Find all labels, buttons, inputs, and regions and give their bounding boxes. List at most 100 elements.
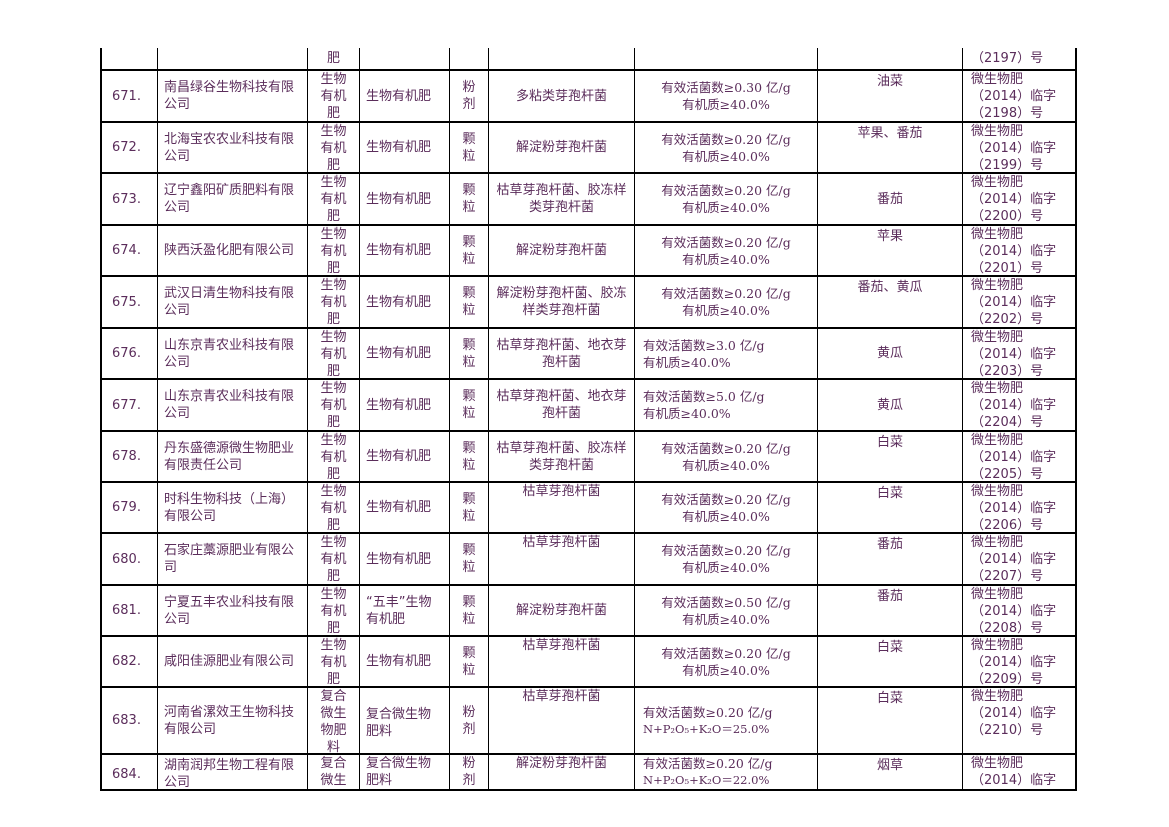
table-row: 679. 时科生物科技（上海）有限公司 生物有机肥 生物有机肥 颗粒 枯草芽孢杆菌 有效活菌… — [100, 481, 1077, 532]
product-type-cell: 生物有机肥 — [307, 277, 359, 327]
certificate-line: 微生物肥 — [971, 72, 1024, 87]
certificate-line: （2014）临字 — [971, 552, 1057, 567]
certificate-line: （2014）临字 — [971, 501, 1057, 516]
row-number: 682. — [112, 654, 141, 669]
strain: 解淀粉芽孢杆菌、胶冻样类芽孢杆菌 — [496, 286, 627, 318]
technical-spec-line: 有效活菌数≥0.20 亿/g — [661, 645, 791, 661]
certificate-line: （2210）号 — [971, 723, 1044, 738]
strain-cell: 枯草芽孢杆菌、胶冻样类芽孢杆菌 — [488, 174, 634, 224]
technical-spec-cell: 有效活菌数≥0.20 亿/g 有机质≥40.0% — [634, 174, 817, 224]
product-form: 颗粒 — [462, 645, 476, 678]
applicable-crop-cell: 白菜 — [817, 483, 962, 532]
row-number-cell: 681. — [100, 586, 157, 635]
certificate-number-cell: 微生物肥 （2014）临字 — [962, 755, 1077, 789]
certificate-number-cell: 微生物肥 （2014）临字 （2205）号 — [962, 432, 1077, 481]
certificate-number-cell: 微生物肥 （2014）临字 （2201）号 — [962, 226, 1077, 275]
certificate-number-cell: 微生物肥 （2014）临字 （2206）号 — [962, 483, 1077, 532]
strain-cell: 枯草芽孢杆菌、地衣芽孢杆菌 — [488, 380, 634, 430]
product-form-cell: 粉剂 — [449, 688, 488, 753]
strain-cell: 枯草芽孢杆菌 — [488, 534, 634, 584]
row-number: 676. — [112, 346, 141, 361]
product-form-cell: 颗粒 — [449, 123, 488, 172]
certificate-number-cell: 微生物肥 （2014）临字 （2207）号 — [962, 534, 1077, 584]
technical-spec-line: 有效活菌数≥0.20 亿/g — [661, 234, 791, 250]
technical-spec-cell: 有效活菌数≥0.20 亿/g 有机质≥40.0% — [634, 432, 817, 481]
technical-spec-line: 有机质≥40.0% — [682, 662, 770, 678]
row-number-cell: 677. — [100, 380, 157, 430]
product-form-cell: 颗粒 — [449, 174, 488, 224]
product-name: 生物有机肥 — [366, 500, 432, 515]
product-name: “五丰”生物有机肥 — [366, 594, 432, 627]
strain-cell: 解淀粉芽孢杆菌 — [488, 755, 634, 789]
row-number: 672. — [112, 140, 141, 155]
product-name: 生物有机肥 — [366, 654, 432, 669]
table-row: 682. 咸阳佳源肥业有限公司 生物有机肥 生物有机肥 颗粒 枯草芽孢杆菌 有效活菌数≥0.… — [100, 635, 1077, 686]
product-form: 颗粒 — [462, 594, 476, 627]
technical-spec-line: 有效活菌数≥0.20 亿/g — [661, 183, 791, 198]
product-type-cell: 生物有机肥 — [307, 432, 359, 481]
row-number-cell — [100, 48, 157, 69]
certificate-line: （2014）临字 — [971, 192, 1057, 207]
technical-spec-line: 有效活菌数≥0.20 亿/g — [661, 491, 791, 507]
company-name: 石家庄藁源肥业有限公司 — [164, 543, 295, 575]
product-type-cell: 复合微生物肥料 — [307, 688, 359, 753]
strain-cell: 解淀粉芽孢杆菌、胶冻样类芽孢杆菌 — [488, 277, 634, 327]
row-number-cell: 671. — [100, 71, 157, 121]
certificate-tail: （2197）号 — [971, 51, 1044, 66]
applicable-crop-cell: 黄瓜 — [817, 329, 962, 378]
technical-spec-line: 有机质≥40.0% — [682, 611, 770, 627]
product-name-cell: 生物有机肥 — [359, 226, 449, 275]
company-name-cell: 咸阳佳源肥业有限公司 — [157, 637, 307, 686]
product-name-cell: 生物有机肥 — [359, 123, 449, 172]
product-type: 生物有机肥 — [320, 330, 347, 378]
technical-spec-cell: 有效活菌数≥0.50 亿/g 有机质≥40.0% — [634, 586, 817, 635]
company-name: 武汉日清生物科技有限公司 — [164, 286, 295, 318]
product-type: 生物有机肥 — [320, 278, 347, 327]
applicable-crop-cell: 油菜 — [817, 71, 962, 121]
technical-spec-line: 有机质≥40.0% — [682, 457, 770, 473]
row-number-cell: 683. — [100, 688, 157, 753]
certificate-line: 微生物肥 — [971, 484, 1024, 499]
product-form-cell — [449, 48, 488, 69]
company-name-cell: 时科生物科技（上海）有限公司 — [157, 483, 307, 532]
technical-spec-line: 有效活菌数≥3.0 亿/g — [643, 337, 765, 353]
product-name-cell: 生物有机肥 — [359, 534, 449, 584]
product-name: 生物有机肥 — [366, 449, 432, 464]
certificate-line: 微生物肥 — [971, 433, 1024, 448]
applicable-crop: 白菜 — [876, 691, 903, 706]
certificate-line: （2014）临字 — [971, 773, 1057, 788]
applicable-crop-cell: 番茄 — [817, 174, 962, 224]
technical-spec-cell: 有效活菌数≥0.20 亿/g N+P₂O₅+K₂O＝25.0% — [634, 688, 817, 753]
strain-cell: 枯草芽孢杆菌 — [488, 637, 634, 686]
strain-cell — [488, 48, 634, 69]
certificate-number-cell: 微生物肥 （2014）临字 （2204）号 — [962, 380, 1077, 430]
product-type-cell: 生物有机肥 — [307, 586, 359, 635]
company-name: 丹东盛德源微生物肥业有限责任公司 — [164, 440, 295, 473]
technical-spec-cell: 有效活菌数≥0.20 亿/g 有机质≥40.0% — [634, 226, 817, 275]
technical-spec-line: 有效活菌数≥0.30 亿/g — [661, 80, 791, 95]
applicable-crop-cell: 番茄 — [817, 534, 962, 584]
technical-spec-line: 有机质≥40.0% — [682, 251, 770, 267]
technical-spec-cell: 有效活菌数≥0.30 亿/g 有机质≥40.0% — [634, 71, 817, 121]
technical-spec-line: 有机质≥40.0% — [682, 97, 770, 112]
strain: 解淀粉芽孢杆菌 — [515, 756, 607, 771]
company-name: 辽宁鑫阳矿质肥料有限公司 — [164, 183, 295, 215]
strain: 枯草芽孢杆菌 — [522, 484, 601, 499]
company-name: 咸阳佳源肥业有限公司 — [164, 654, 295, 669]
company-name-cell: 陕西沃盈化肥有限公司 — [157, 226, 307, 275]
company-name: 北海宝农农业科技有限公司 — [164, 131, 295, 164]
technical-spec-cell: 有效活菌数≥0.20 亿/g 有机质≥40.0% — [634, 534, 817, 584]
certificate-number-cell: （2197）号 — [962, 48, 1077, 69]
technical-spec-line: 有效活菌数≥5.0 亿/g — [643, 389, 765, 404]
company-name-cell — [157, 48, 307, 69]
company-name-cell: 山东京青农业科技有限公司 — [157, 380, 307, 430]
applicable-crop: 苹果 — [876, 229, 903, 244]
row-number-cell: 682. — [100, 637, 157, 686]
table-row: 678. 丹东盛德源微生物肥业有限责任公司 生物有机肥 生物有机肥 颗粒 枯草芽孢杆菌、胶… — [100, 430, 1077, 481]
technical-spec-cell: 有效活菌数≥0.20 亿/g N+P₂O₅+K₂O＝22.0% — [634, 755, 817, 789]
technical-spec-line: 有效活菌数≥0.20 亿/g — [661, 286, 791, 301]
strain: 枯草芽孢杆菌 — [522, 638, 601, 653]
technical-spec-line: 有机质≥40.0% — [682, 200, 770, 215]
technical-spec-line: 有效活菌数≥0.20 亿/g — [643, 756, 773, 771]
applicable-crop: 白菜 — [876, 486, 903, 501]
